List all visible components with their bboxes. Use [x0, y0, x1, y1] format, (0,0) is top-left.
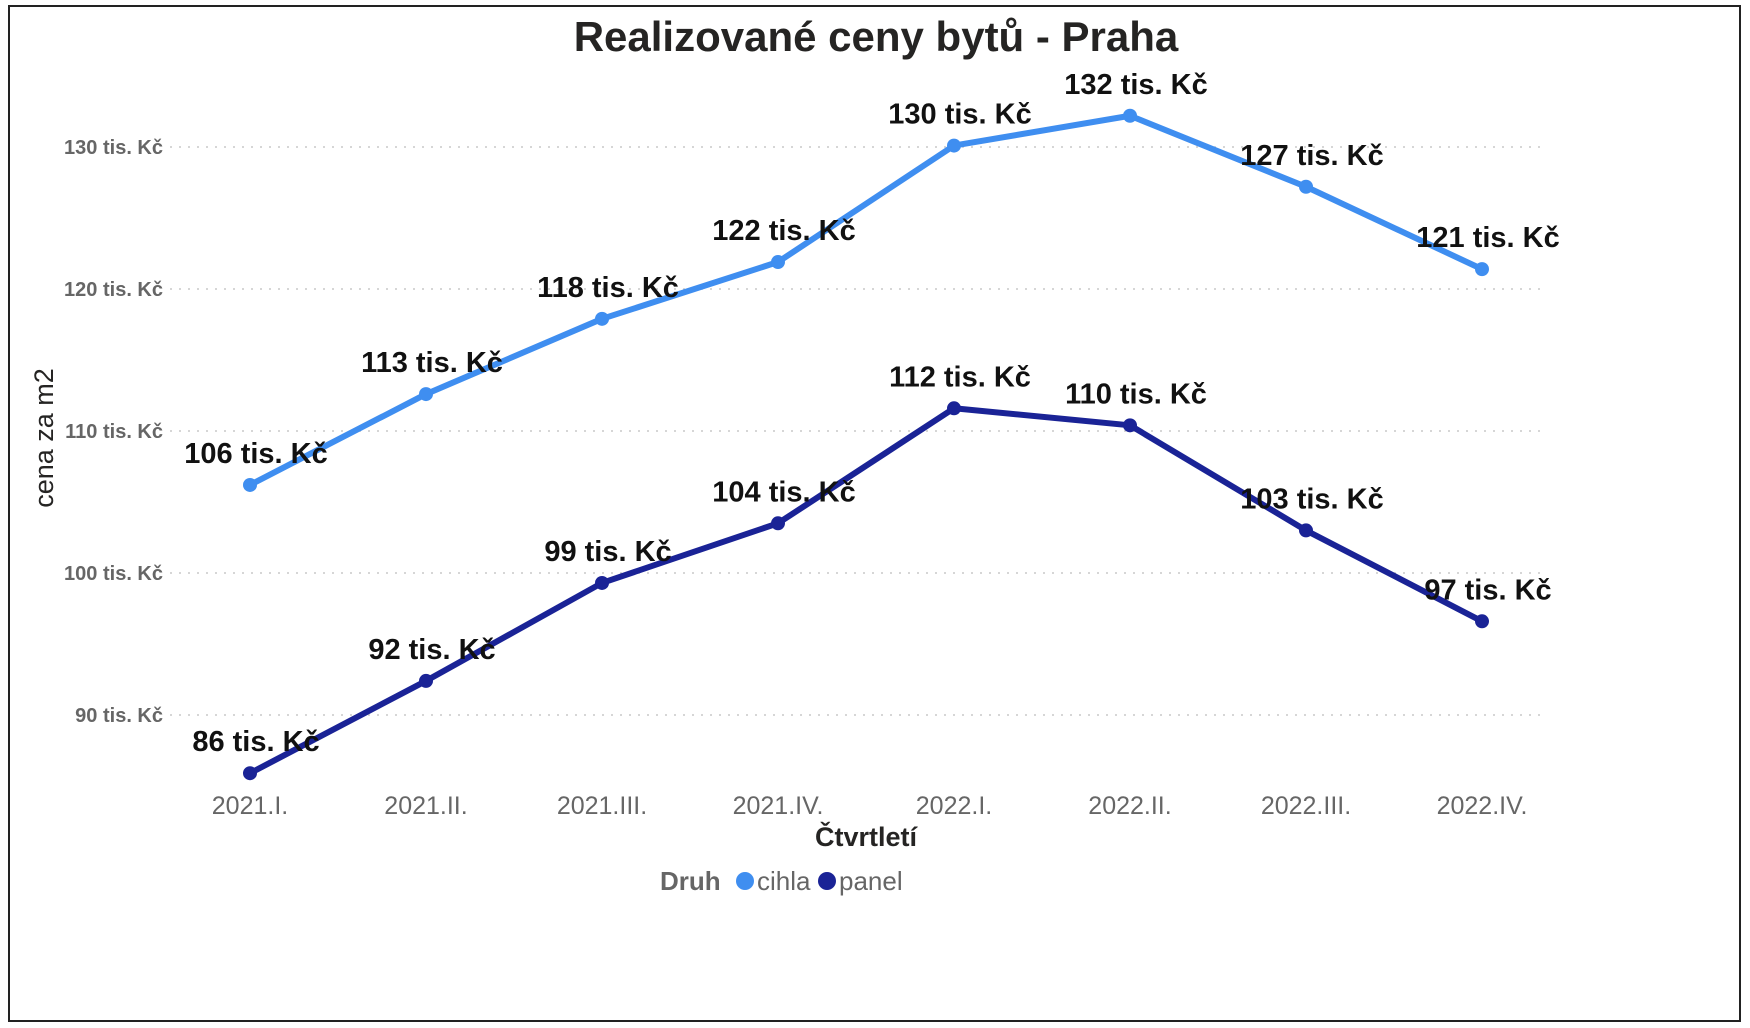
data-label-cihla: 132 tis. Kč: [1064, 69, 1207, 101]
x-tick-label: 2021.II.: [384, 792, 467, 820]
data-label-panel: 112 tis. Kč: [889, 361, 1031, 393]
data-point-cihla[interactable]: [1123, 108, 1137, 123]
chart-frame: Realizované ceny bytů - Praha 90 tis. Kč…: [8, 5, 1741, 1022]
data-point-panel[interactable]: [771, 516, 785, 531]
legend-title: Druh: [660, 866, 721, 896]
data-label-cihla: 106 tis. Kč: [184, 438, 327, 470]
data-label-cihla: 130 tis. Kč: [888, 99, 1031, 131]
legend-marker-panel[interactable]: [818, 872, 836, 890]
series-layer: [243, 108, 1489, 781]
chart-title: Realizované ceny bytů - Praha: [574, 13, 1179, 60]
y-axis-title: cena za m2: [29, 368, 59, 508]
data-label-cihla: 127 tis. Kč: [1240, 140, 1383, 172]
y-tick-label: 110 tis. Kč: [65, 421, 163, 443]
x-tick-label: 2021.IV.: [733, 792, 824, 820]
line-chart: Realizované ceny bytů - Praha 90 tis. Kč…: [29, 13, 1560, 896]
data-labels: 106 tis. Kč 113 tis. Kč 118 tis. Kč 122 tis…: [184, 69, 1559, 758]
y-tick-label: 90 tis. Kč: [75, 705, 163, 727]
data-label-cihla: 122 tis. Kč: [712, 215, 855, 247]
series-line-cihla[interactable]: [247, 112, 1485, 488]
y-axis-ticks: 90 tis. Kč 100 tis. Kč 110 tis. Kč 120 tis.…: [64, 137, 163, 727]
x-tick-label: 2021.I.: [212, 792, 288, 820]
data-point-cihla[interactable]: [419, 387, 433, 402]
data-label-cihla: 118 tis. Kč: [537, 272, 679, 304]
y-tick-label: 130 tis. Kč: [64, 137, 163, 159]
data-point-cihla[interactable]: [771, 255, 785, 270]
data-label-panel: 104 tis. Kč: [712, 476, 855, 508]
gridlines: [170, 146, 1540, 716]
data-point-panel[interactable]: [595, 575, 609, 590]
data-point-panel[interactable]: [243, 766, 257, 781]
data-point-cihla[interactable]: [595, 311, 609, 326]
legend-label-panel[interactable]: panel: [839, 866, 903, 896]
y-tick-label: 100 tis. Kč: [64, 563, 163, 585]
data-point-panel[interactable]: [1123, 418, 1137, 433]
x-tick-label: 2022.III.: [1261, 792, 1351, 820]
legend-label-cihla[interactable]: cihla: [757, 866, 811, 896]
data-point-panel[interactable]: [419, 673, 433, 688]
data-label-cihla: 121 tis. Kč: [1416, 222, 1559, 254]
data-point-panel[interactable]: [1299, 523, 1313, 538]
x-tick-label: 2022.IV.: [1437, 792, 1528, 820]
data-label-panel: 99 tis. Kč: [544, 536, 671, 568]
data-label-panel: 103 tis. Kč: [1240, 483, 1383, 515]
data-label-panel: 92 tis. Kč: [368, 634, 495, 666]
y-tick-label: 120 tis. Kč: [64, 279, 163, 301]
data-point-cihla[interactable]: [243, 477, 257, 492]
x-tick-label: 2022.II.: [1088, 792, 1171, 820]
data-label-panel: 110 tis. Kč: [1065, 378, 1207, 410]
x-axis-title: Čtvrtletí: [815, 821, 919, 852]
x-tick-label: 2021.III.: [557, 792, 647, 820]
data-label-panel: 86 tis. Kč: [192, 726, 319, 758]
series-line-panel[interactable]: [247, 405, 1485, 777]
data-label-panel: 97 tis. Kč: [1424, 574, 1551, 606]
data-point-panel[interactable]: [947, 401, 961, 416]
legend-marker-cihla[interactable]: [736, 872, 754, 890]
data-point-cihla[interactable]: [1299, 179, 1313, 194]
data-label-cihla: 113 tis. Kč: [361, 347, 503, 379]
x-tick-label: 2022.I.: [916, 792, 992, 820]
x-axis-ticks: 2021.I. 2021.II. 2021.III. 2021.IV. 2022.I. 2…: [212, 792, 1528, 820]
data-point-cihla[interactable]: [947, 138, 961, 153]
data-point-panel[interactable]: [1475, 614, 1489, 629]
legend: Druh cihla panel: [660, 866, 903, 896]
data-point-cihla[interactable]: [1475, 262, 1489, 277]
